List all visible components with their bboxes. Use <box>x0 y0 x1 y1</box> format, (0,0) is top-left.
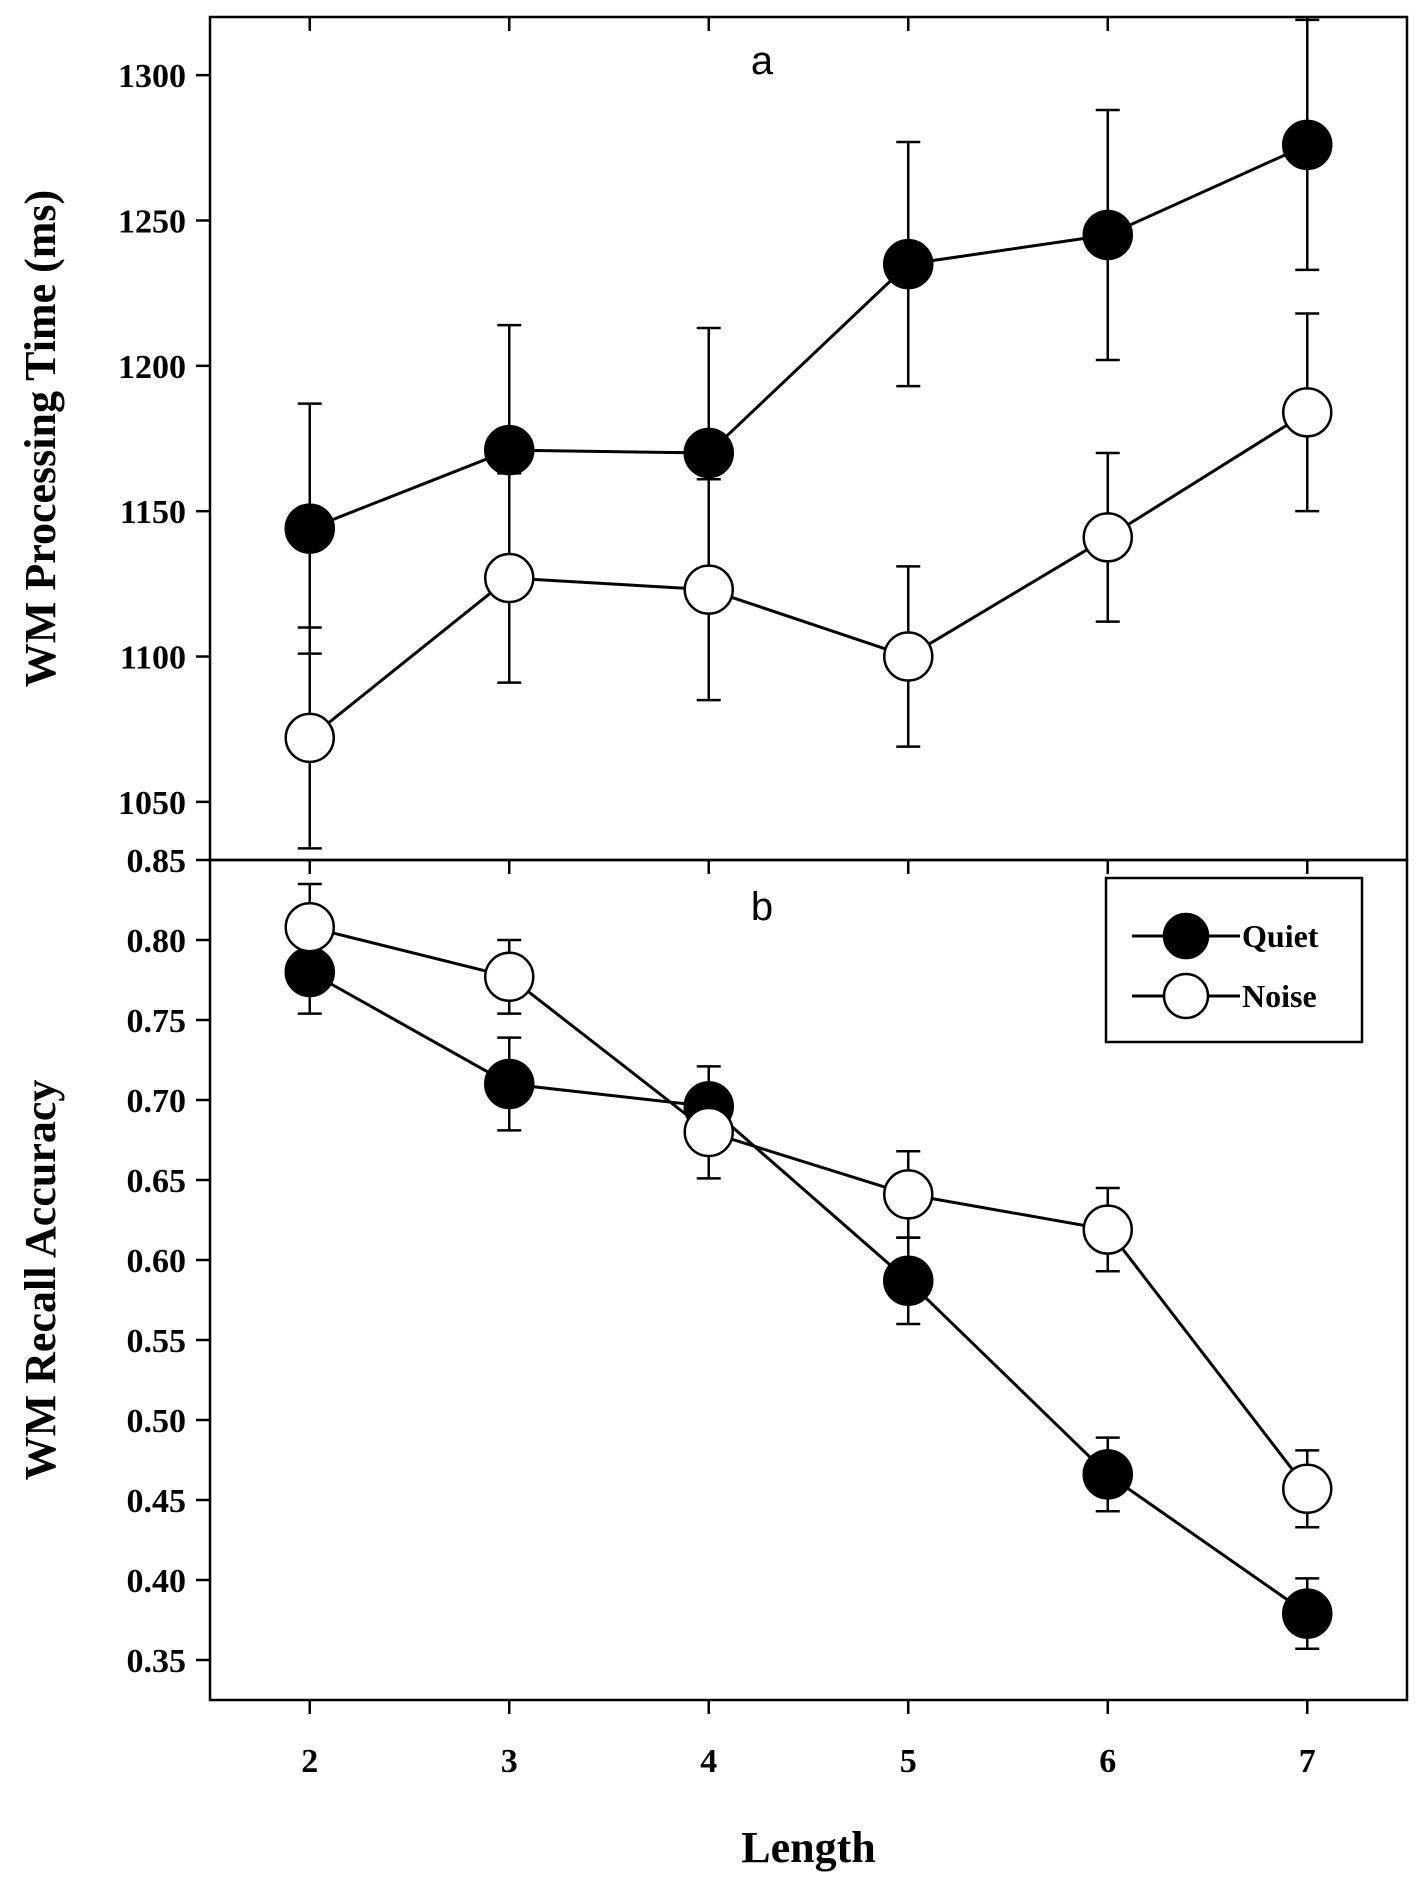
panel-label-b: b <box>751 885 773 929</box>
data-point-noise-a <box>484 552 535 604</box>
y-tick-label-b: 0.65 <box>127 1163 187 1200</box>
y-tick-label-a: 1300 <box>118 58 186 95</box>
data-point-quiet-a <box>883 238 934 290</box>
data-point-noise-a <box>284 712 335 764</box>
x-tick-label: 3 <box>501 1743 518 1780</box>
y-tick-label-a: 1100 <box>120 640 186 677</box>
plot-frame-b <box>208 858 1409 1702</box>
y-axis-title-panel-b: WM Recall Accuracy <box>16 1080 65 1481</box>
x-tick-label: 7 <box>1299 1743 1316 1780</box>
data-point-quiet-a <box>284 503 335 554</box>
y-tick-label-a: 1150 <box>120 494 186 531</box>
y-tick-label-b: 0.75 <box>127 1003 187 1040</box>
y-tick-label-b: 0.80 <box>127 923 187 960</box>
data-point-quiet-a <box>484 424 535 476</box>
data-point-noise-b <box>1082 1204 1133 1255</box>
data-point-noise-b <box>284 901 335 953</box>
series-line-quiet-a <box>309 143 1308 531</box>
data-point-noise-b <box>484 951 535 1003</box>
panel-b-recall-accuracy: 0.35 0.40 0.45 0.50 0.55 0.60 0.65 0.70 0.75 0.80… <box>127 843 1409 1780</box>
x-tick-label: 5 <box>900 1743 917 1780</box>
panel-label-a: a <box>751 39 774 83</box>
y-tick-label-b: 0.60 <box>127 1243 187 1280</box>
series-line-noise-a <box>308 411 1309 740</box>
data-point-noise-b <box>883 1169 934 1220</box>
x-tick-label: 4 <box>700 1743 717 1780</box>
data-point-noise-a <box>883 631 934 682</box>
y-tick-label-a: 1200 <box>118 349 186 386</box>
y-tick-label-b: 0.70 <box>127 1083 187 1120</box>
y-tick-label-b: 0.35 <box>127 1643 187 1680</box>
legend: Quiet Noise <box>1104 876 1364 1044</box>
series-line-noise-b <box>309 925 1309 1490</box>
x-axis-title: Length <box>741 1823 875 1872</box>
series-line-quiet-b <box>309 970 1309 1615</box>
data-point-quiet-a <box>1082 209 1133 261</box>
legend-marker-noise <box>1162 972 1210 1020</box>
x-tick-label: 2 <box>301 1743 318 1780</box>
y-tick-label-b: 0.55 <box>127 1323 187 1360</box>
legend-box <box>1104 876 1364 1044</box>
data-point-quiet-b <box>484 1058 535 1110</box>
y-tick-label-b: 0.45 <box>127 1483 187 1520</box>
data-point-quiet-a <box>1282 119 1333 171</box>
data-point-noise-a <box>683 564 734 615</box>
y-tick-label-b: 0.40 <box>127 1563 187 1600</box>
y-axis-title-panel-a: WM Processing Time (ms) <box>16 190 65 687</box>
data-point-noise-b <box>683 1106 734 1158</box>
panel-a-processing-time: 1050 1100 1150 1200 1250 1300 <box>118 15 1409 874</box>
y-tick-label-b: 0.50 <box>127 1403 187 1440</box>
y-tick-label-b: 0.85 <box>127 843 187 880</box>
data-point-quiet-b <box>883 1255 934 1307</box>
legend-marker-quiet <box>1162 912 1210 960</box>
data-point-noise-b <box>1282 1463 1333 1515</box>
x-tick-label: 6 <box>1099 1743 1116 1780</box>
data-point-quiet-b <box>284 946 335 998</box>
data-point-quiet-b <box>1082 1449 1133 1500</box>
data-point-noise-a <box>1282 387 1333 438</box>
plot-frame-a <box>208 15 1409 862</box>
legend-label-quiet: Quiet <box>1242 918 1319 954</box>
data-point-noise-a <box>1082 512 1133 563</box>
data-point-quiet-b <box>1282 1588 1333 1639</box>
legend-label-noise: Noise <box>1242 978 1317 1014</box>
y-tick-label-a: 1050 <box>118 785 186 822</box>
data-point-quiet-a <box>683 427 734 479</box>
y-tick-label-a: 1250 <box>118 203 186 240</box>
